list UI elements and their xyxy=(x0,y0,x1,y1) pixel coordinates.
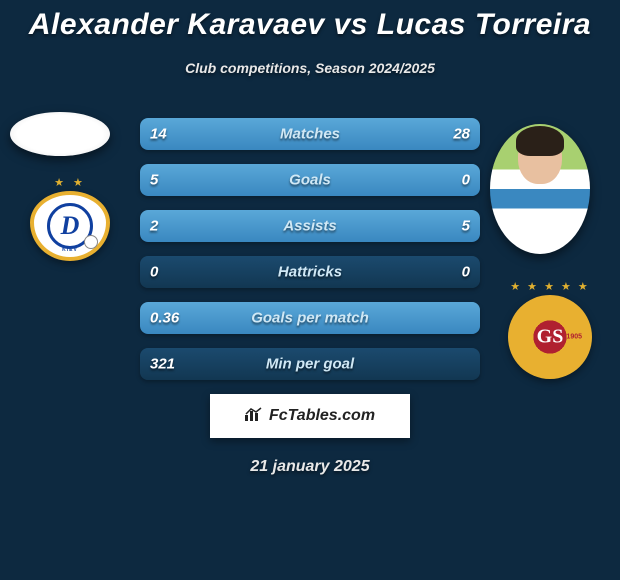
stat-value-left: 2 xyxy=(150,218,158,235)
stat-value-left: 14 xyxy=(150,126,167,143)
stat-bar-right xyxy=(237,210,480,242)
chart-icon xyxy=(245,407,263,426)
subtitle: Club competitions, Season 2024/2025 xyxy=(0,60,620,76)
stat-value-left: 5 xyxy=(150,172,158,189)
watermark: FcTables.com xyxy=(210,394,410,438)
stat-row: Hattricks 0 0 xyxy=(140,256,480,288)
stat-row: Goals per match 0.36 xyxy=(140,302,480,334)
stat-row: Matches 14 28 xyxy=(140,118,480,150)
stat-label: Goals xyxy=(289,172,331,189)
stat-value-left: 321 xyxy=(150,356,175,373)
stat-value-right: 28 xyxy=(453,126,470,143)
stat-value-right: 0 xyxy=(462,172,470,189)
stat-row: Goals 5 0 xyxy=(140,164,480,196)
stat-row: Min per goal 321 xyxy=(140,348,480,380)
stat-label: Goals per match xyxy=(251,310,369,327)
page-title: Alexander Karavaev vs Lucas Torreira xyxy=(0,0,620,42)
stat-label: Matches xyxy=(280,126,340,143)
stat-label: Assists xyxy=(283,218,336,235)
stat-value-right: 0 xyxy=(462,264,470,281)
stat-row: Assists 2 5 xyxy=(140,210,480,242)
stat-value-left: 0.36 xyxy=(150,310,179,327)
stat-value-left: 0 xyxy=(150,264,158,281)
stat-label: Hattricks xyxy=(278,264,342,281)
watermark-text: FcTables.com xyxy=(269,407,375,425)
date: 21 january 2025 xyxy=(0,458,620,476)
stat-label: Min per goal xyxy=(266,356,354,373)
stat-value-right: 5 xyxy=(462,218,470,235)
stats-chart: Matches1428Goals50Assists25Hattricks00Go… xyxy=(0,118,620,380)
